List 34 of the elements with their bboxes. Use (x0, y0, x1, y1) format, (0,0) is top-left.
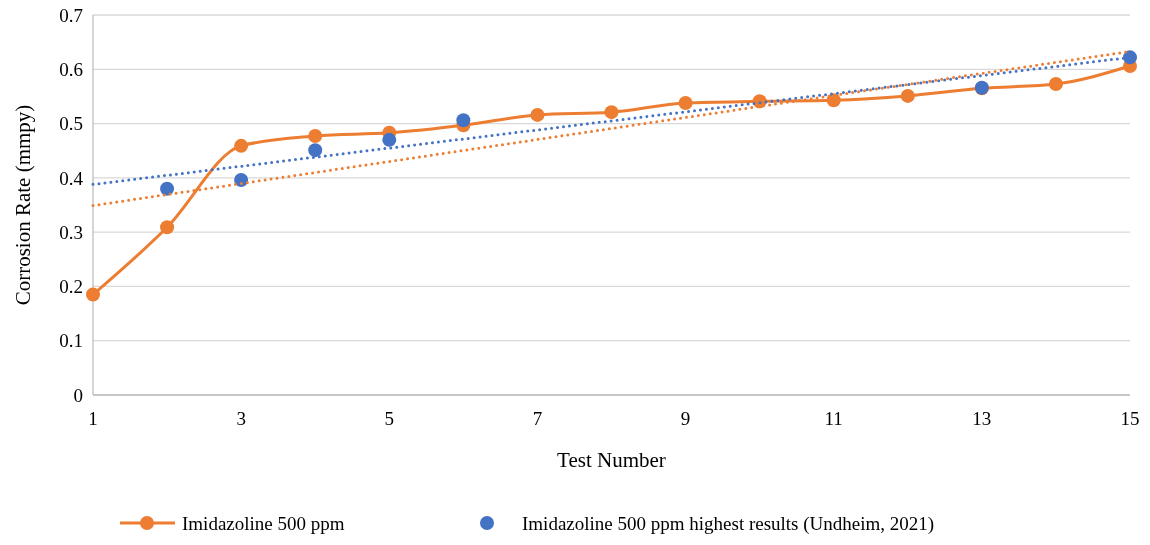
x-tick-label: 3 (236, 408, 246, 429)
point (530, 107, 545, 122)
point (604, 105, 619, 120)
x-tick-label: 15 (1120, 408, 1140, 429)
y-tick-label: 0 (73, 384, 83, 406)
y-tick-label: 0.5 (59, 113, 83, 135)
x-tick-label: 1 (88, 408, 98, 429)
point (382, 132, 397, 147)
point (160, 220, 175, 235)
point (160, 181, 175, 196)
y-tick-label: 0.6 (59, 58, 83, 80)
x-tick-label: 7 (532, 408, 543, 429)
x-tick-label: 9 (680, 408, 691, 429)
legend-label: Imidazoline 500 ppm highest results (Undheim, 2021) (522, 512, 935, 535)
y-tick-label: 0.2 (59, 276, 83, 298)
y-tick-label: 0.1 (59, 330, 83, 352)
point (86, 287, 100, 302)
y-axis-title: Corrosion Rate (mmpy) (11, 104, 35, 306)
legend-label: Imidazoline 500 ppm (182, 512, 345, 534)
point (308, 143, 323, 158)
y-tick-label: 0.3 (59, 221, 83, 243)
point (1048, 76, 1063, 91)
x-tick-label: 11 (824, 408, 843, 429)
point (308, 129, 323, 144)
x-tick-label: 5 (384, 408, 395, 429)
point (678, 95, 693, 110)
x-axis-title: Test Number (557, 448, 666, 472)
x-tick-label: 13 (972, 408, 992, 429)
point (900, 88, 915, 103)
y-tick-label: 0.4 (59, 167, 84, 189)
point (456, 113, 471, 128)
y-tick-label: 0.7 (59, 4, 83, 26)
point (234, 138, 249, 153)
point (1123, 50, 1137, 65)
